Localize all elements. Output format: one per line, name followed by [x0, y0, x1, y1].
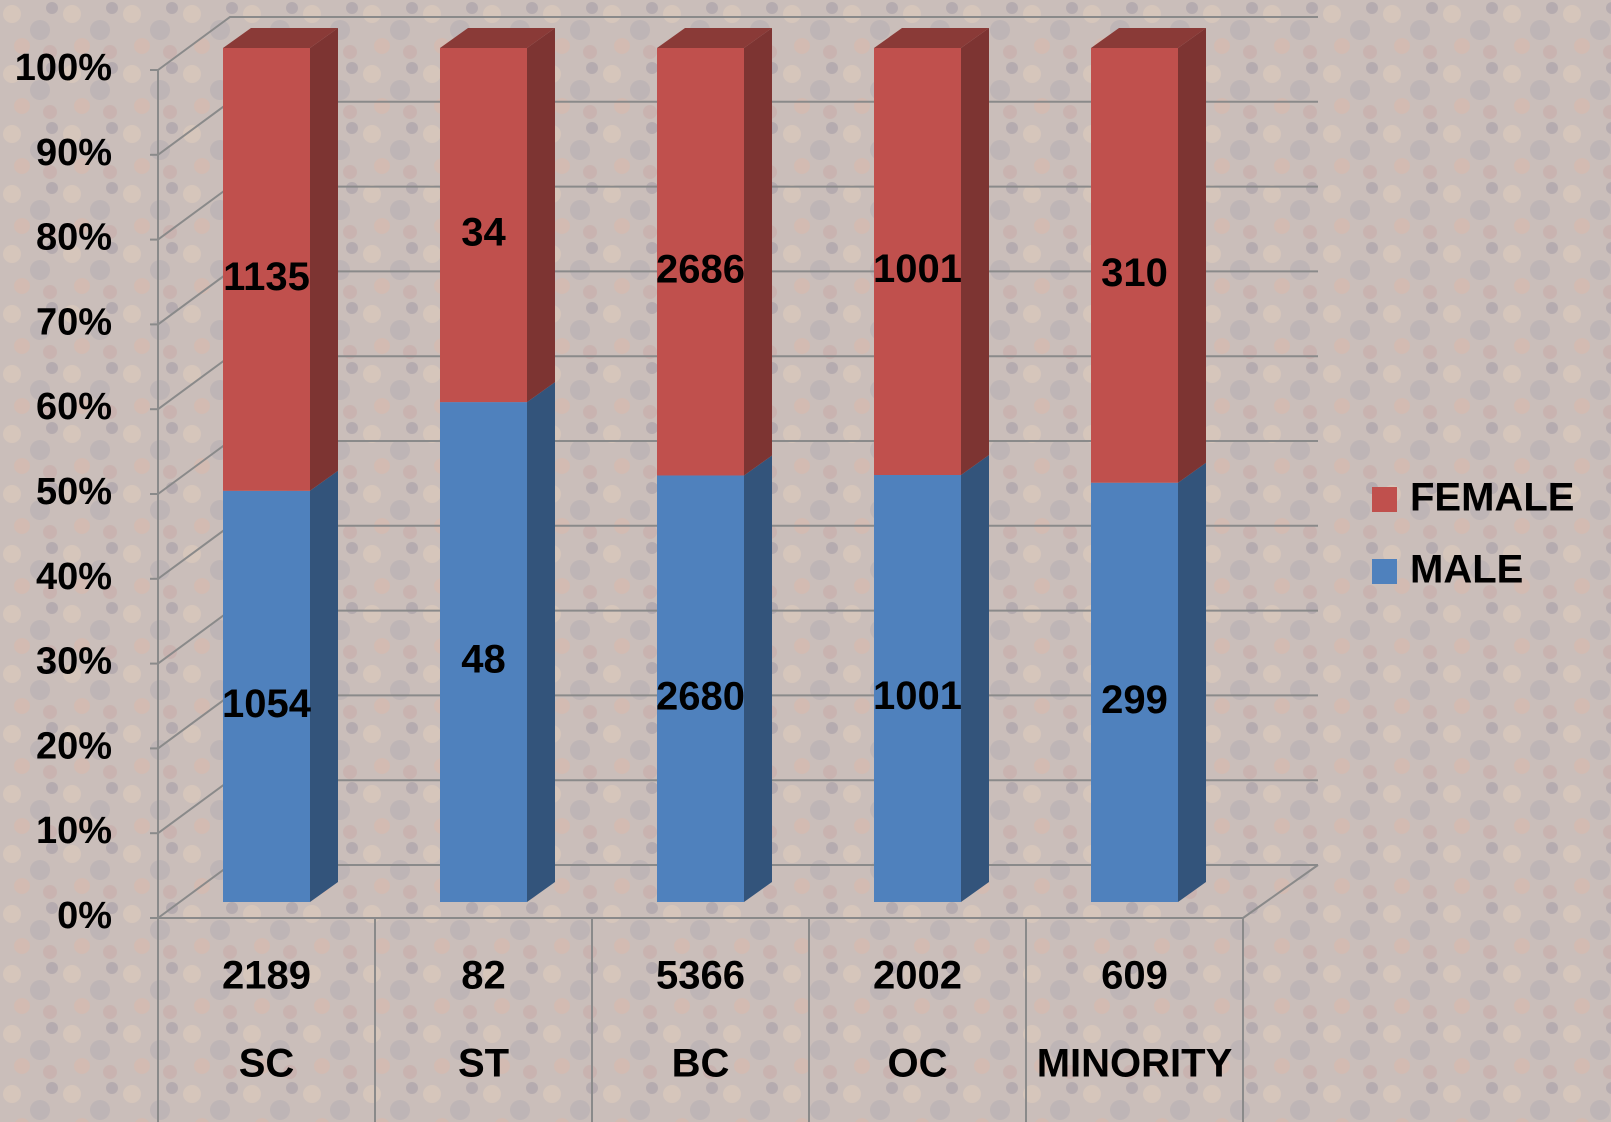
- bar-side: [310, 470, 338, 902]
- legend-swatch: [1372, 559, 1397, 584]
- y-tick-label: 30%: [36, 641, 112, 683]
- data-label: 1135: [223, 255, 310, 299]
- bar-side: [527, 28, 555, 403]
- x-tick-label: ST: [458, 1042, 509, 1086]
- data-label: 299: [1101, 678, 1168, 722]
- bar-side: [961, 455, 989, 902]
- bar: [223, 48, 310, 491]
- data-label: 1001: [873, 247, 962, 291]
- legend-label: FEMALE: [1410, 476, 1574, 520]
- category-total: 2002: [873, 954, 962, 998]
- y-tick-label: 40%: [36, 556, 112, 598]
- y-tick-label: 0%: [57, 895, 112, 937]
- data-label: 310: [1101, 251, 1168, 295]
- bar: [223, 490, 310, 902]
- x-tick-label: OC: [888, 1042, 948, 1086]
- data-label: 48: [461, 638, 506, 682]
- data-label: 2686: [656, 247, 745, 291]
- bar-side: [1178, 462, 1206, 902]
- data-label: 2680: [656, 674, 745, 718]
- data-label: 1001: [873, 674, 962, 718]
- bar-side: [961, 28, 989, 475]
- bar: [1091, 48, 1178, 483]
- bar: [1091, 482, 1178, 902]
- y-tick-label: 100%: [15, 47, 112, 89]
- bar-side: [1178, 28, 1206, 483]
- bar-top: [1091, 28, 1206, 48]
- bar-top: [657, 28, 772, 48]
- bar-top: [440, 28, 555, 48]
- category-total: 82: [461, 954, 506, 998]
- category-total: 5366: [656, 954, 745, 998]
- category-total: 609: [1101, 954, 1168, 998]
- bar-side: [310, 28, 338, 491]
- legend-swatch: [1372, 487, 1397, 512]
- bar-top: [223, 28, 338, 48]
- category-total: 2189: [222, 954, 311, 998]
- y-tick-label: 60%: [36, 386, 112, 428]
- grid-line: [157, 16, 1318, 71]
- y-tick-label: 70%: [36, 301, 112, 343]
- bar: [657, 475, 744, 902]
- bar-side: [744, 28, 772, 476]
- legend-label: MALE: [1410, 548, 1523, 592]
- bar: [874, 48, 961, 475]
- bar-side: [744, 455, 772, 902]
- y-tick-label: 10%: [36, 810, 112, 852]
- y-tick-label: 90%: [36, 132, 112, 174]
- bar-side: [527, 382, 555, 903]
- data-label: 1054: [222, 682, 312, 726]
- bar: [440, 402, 527, 902]
- y-tick-label: 50%: [36, 471, 112, 513]
- bar: [440, 48, 527, 403]
- bar: [874, 475, 961, 902]
- y-tick-label: 80%: [36, 217, 112, 259]
- data-label: 34: [461, 211, 506, 255]
- y-tick-label: 20%: [36, 725, 112, 767]
- bar-top: [874, 28, 989, 48]
- bar: [657, 48, 744, 476]
- x-tick-label: SC: [239, 1042, 295, 1086]
- x-tick-label: MINORITY: [1037, 1042, 1233, 1086]
- x-tick-label: BC: [672, 1042, 730, 1086]
